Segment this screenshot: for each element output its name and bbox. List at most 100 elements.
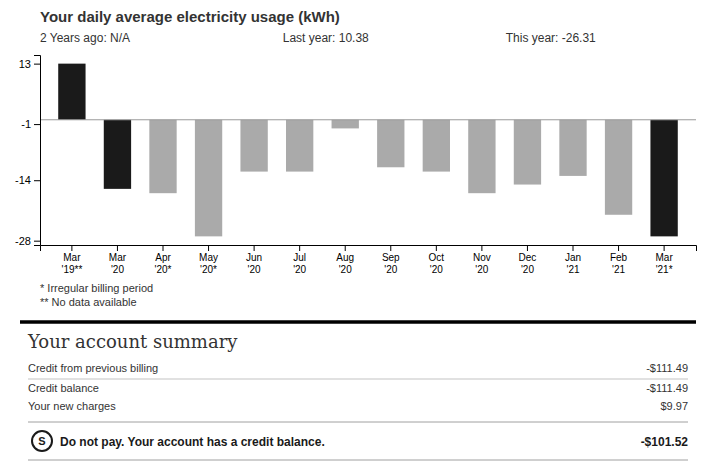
- x-tick: Mar'21*: [655, 245, 673, 275]
- bar: [650, 120, 677, 237]
- x-tick-mark: [254, 245, 255, 251]
- x-tick: Sep'20: [382, 245, 400, 275]
- x-tick-label-line: Aug: [336, 252, 354, 263]
- x-tick-mark: [573, 245, 574, 251]
- bar: [605, 120, 632, 215]
- x-tick-label-line: Mar: [63, 252, 81, 263]
- x-tick-label: Jan'21: [565, 252, 581, 275]
- x-tick-mark: [664, 245, 665, 251]
- x-tick: Apr'20*: [155, 245, 172, 275]
- x-axis-line: [41, 246, 697, 252]
- footer-separator: [28, 460, 688, 461]
- x-tick-label-line: Mar: [109, 252, 127, 263]
- x-tick-label-line: '21: [612, 264, 625, 275]
- summary-value: $9.97: [660, 400, 688, 412]
- subtitle: This year: -26.31: [506, 31, 596, 45]
- y-tick-mark: [34, 180, 40, 181]
- bars: [58, 64, 678, 237]
- summary-label: Credit from previous billing: [28, 362, 158, 374]
- x-tick-mark: [208, 245, 209, 251]
- bar: [468, 120, 495, 193]
- y-tick-mark: [34, 241, 40, 242]
- x-tick-label-line: '19**: [61, 264, 82, 275]
- x-tick: Jan'21: [565, 245, 581, 275]
- x-tick-label-line: '20: [339, 264, 352, 275]
- zero-line: [40, 119, 696, 120]
- summary-value: -$111.49: [646, 382, 688, 394]
- y-tick: -14: [15, 174, 40, 186]
- x-tick: May'20*: [199, 245, 218, 275]
- bar: [332, 120, 359, 129]
- x-tick: Jun'20: [246, 245, 262, 275]
- x-tick-label-line: '20: [430, 264, 443, 275]
- x-tick-label-line: Dec: [519, 252, 537, 263]
- x-tick-label-line: '20: [475, 264, 488, 275]
- x-tick-label-line: '20: [521, 264, 534, 275]
- x-tick-label: Nov'20: [473, 252, 491, 275]
- x-tick-label: Dec'20: [519, 252, 537, 275]
- x-tick-label: Oct'20: [429, 252, 445, 275]
- y-tick-mark: [34, 124, 40, 125]
- y-tick-label: -14: [15, 174, 31, 186]
- x-tick: Dec'20: [519, 245, 537, 275]
- x-tick-label: Feb'21: [610, 252, 628, 275]
- section-title: Your account summary: [27, 331, 238, 352]
- bar: [104, 120, 131, 189]
- x-tick-label: Apr'20*: [155, 252, 172, 275]
- x-tick: Mar'19**: [61, 245, 82, 275]
- chart-svg: Your daily average electricity usage (kW…: [0, 0, 716, 471]
- chart-container: Your daily average electricity usage (kW…: [0, 0, 716, 471]
- x-tick: Mar'20: [109, 245, 127, 275]
- bar: [423, 120, 450, 172]
- dollar-icon: [32, 431, 52, 451]
- bar: [514, 120, 541, 185]
- bar: [149, 120, 176, 193]
- y-axis: 13 -1 -14 -28: [15, 56, 40, 247]
- x-tick-label-line: '20*: [155, 264, 172, 275]
- bar: [58, 64, 85, 120]
- x-tick-mark: [71, 245, 72, 251]
- y-tick-mark: [34, 64, 40, 65]
- x-tick-mark: [527, 245, 528, 251]
- x-tick-label-line: Feb: [610, 252, 628, 263]
- x-tick-mark: [481, 245, 482, 251]
- x-tick: Aug'20: [336, 245, 354, 275]
- x-tick-label: Aug'20: [336, 252, 354, 275]
- x-tick-label: Jul'20: [293, 252, 306, 275]
- note: ** No data available: [40, 296, 137, 308]
- footer-label: Do not pay. Your account has a credit ba…: [60, 435, 325, 449]
- y-tick: 13: [19, 58, 40, 70]
- x-tick-label-line: Sep: [382, 252, 400, 263]
- y-tick: -1: [21, 118, 40, 130]
- x-tick-mark: [345, 245, 346, 251]
- x-tick-label-line: Jun: [246, 252, 262, 263]
- x-tick-label-line: May: [199, 252, 218, 263]
- summary-label: Your new charges: [28, 400, 116, 412]
- x-tick-mark: [163, 245, 164, 251]
- x-tick-label: Mar'21*: [655, 252, 673, 275]
- x-tick-mark: [117, 245, 118, 251]
- section-border: [20, 320, 696, 324]
- x-tick-label: Sep'20: [382, 252, 400, 275]
- icon-letter: S: [38, 435, 45, 447]
- footer-separator: [28, 422, 688, 423]
- footer-value: -$101.52: [641, 435, 689, 449]
- y-tick-label: -28: [15, 235, 31, 247]
- summary-value: -$111.49: [646, 362, 688, 374]
- x-tick-label-line: '21: [566, 264, 579, 275]
- bar: [286, 120, 313, 172]
- x-tick-label: Mar'20: [109, 252, 127, 275]
- x-tick: Feb'21: [610, 245, 628, 275]
- x-tick-label-line: Jul: [293, 252, 306, 263]
- bar: [195, 120, 222, 237]
- bar: [377, 120, 404, 168]
- x-axis: Mar'19**Mar'20Apr'20*May'20*Jun'20Jul'20…: [41, 245, 697, 275]
- x-tick-label-line: '20: [293, 264, 306, 275]
- subtitle: 2 Years ago: N/A: [40, 31, 130, 45]
- x-tick: Oct'20: [429, 245, 445, 275]
- chart-title: Your daily average electricity usage (kW…: [40, 8, 340, 25]
- x-tick-label-line: '20: [111, 264, 124, 275]
- summary-label: Credit balance: [28, 382, 99, 394]
- x-tick-mark: [299, 245, 300, 251]
- note: * Irregular billing period: [40, 282, 153, 294]
